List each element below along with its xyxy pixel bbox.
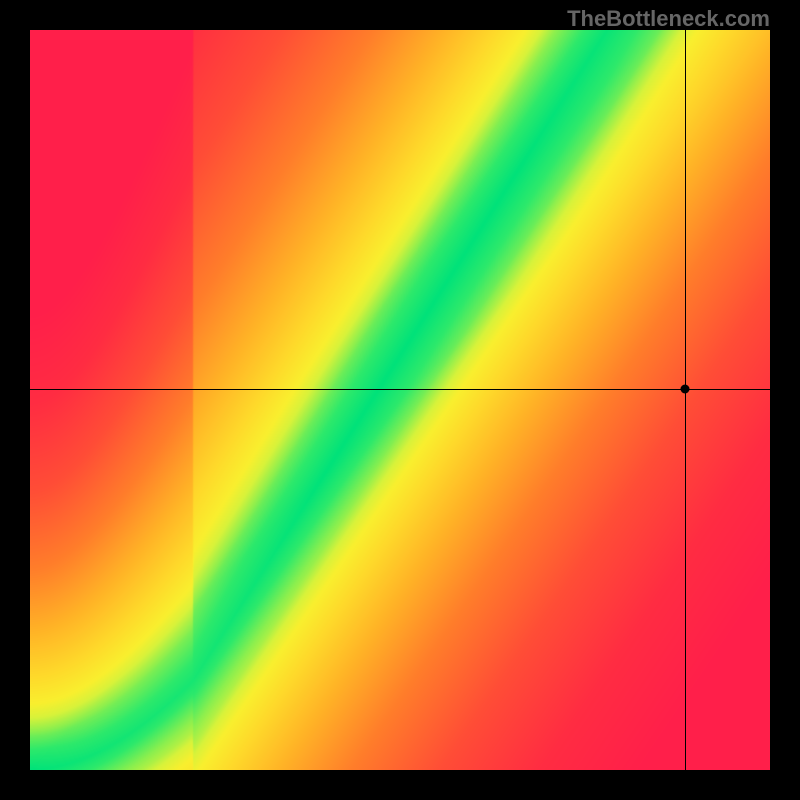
selection-marker-dot[interactable] xyxy=(680,384,689,393)
bottleneck-heatmap xyxy=(30,30,770,770)
heatmap-plot-area xyxy=(30,30,770,770)
watermark-text: TheBottleneck.com xyxy=(567,6,770,32)
crosshair-vertical-line xyxy=(685,30,686,770)
crosshair-horizontal-line xyxy=(30,389,770,390)
